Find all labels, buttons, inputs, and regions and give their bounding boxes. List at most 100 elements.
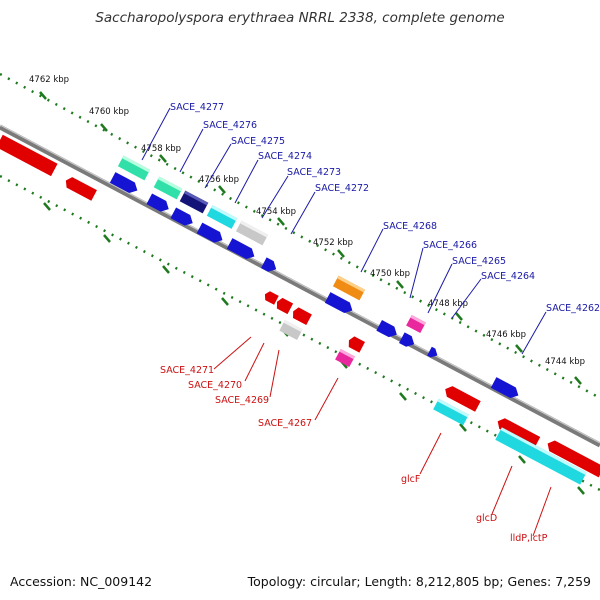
gene-arrow	[109, 172, 138, 194]
major-tick	[515, 344, 523, 353]
leader-line	[244, 342, 265, 382]
gene-arrow	[376, 320, 397, 338]
major-tick	[159, 154, 167, 163]
gene-glcd	[495, 427, 587, 485]
gene-label[interactable]: SACE_4265	[452, 256, 506, 267]
major-tick	[337, 249, 345, 258]
gene-label[interactable]: glcD	[476, 513, 497, 524]
kbp-label: 4762 kbp	[29, 75, 69, 85]
leader-line	[269, 349, 280, 398]
leader-line	[409, 247, 424, 299]
gene-sace-4273	[235, 220, 269, 246]
leader-line	[360, 228, 384, 273]
gene-arrow	[276, 297, 294, 315]
gene-red-left	[0, 134, 58, 177]
leader-line	[204, 143, 232, 189]
leader-line	[234, 159, 259, 204]
gene-sace-4274	[206, 205, 238, 229]
leader-line	[179, 128, 204, 173]
gene-label[interactable]: SACE_4274	[258, 151, 312, 162]
gene-label[interactable]: SACE_4267	[258, 418, 312, 429]
gene-sace-4266	[406, 314, 426, 334]
reverse-strand-genes	[0, 134, 600, 485]
gene-arrow	[293, 307, 312, 326]
major-tick	[162, 265, 170, 274]
gene-glcf	[433, 398, 469, 426]
forward-label-leaders	[141, 107, 547, 355]
gene-sace-4267	[335, 348, 355, 368]
blue-arrow-genes	[109, 172, 519, 399]
gene-label[interactable]: SACE_4262	[546, 303, 600, 314]
gene-arrow	[497, 418, 541, 448]
kbp-label: 4758 kbp	[141, 144, 181, 154]
gene-label[interactable]: SACE_4264	[481, 271, 535, 282]
leader-line	[451, 278, 482, 319]
gene-label[interactable]: SACE_4268	[383, 221, 437, 232]
gene-arrow	[348, 336, 365, 353]
kbp-label: 4752 kbp	[313, 238, 353, 248]
gene-arrow	[261, 257, 277, 272]
major-tick	[399, 392, 407, 401]
gene-sace-4277	[117, 155, 151, 181]
outer-tick-track	[0, 72, 600, 400]
gene-label[interactable]: lldP,lctP	[510, 533, 548, 544]
gene-sace-4268	[332, 275, 366, 301]
kbp-label: 4750 kbp	[370, 269, 410, 279]
gene-label[interactable]: SACE_4272	[315, 183, 369, 194]
leader-line	[419, 432, 442, 475]
gene-label[interactable]: SACE_4269	[215, 395, 269, 406]
gene-label[interactable]: SACE_4276	[203, 120, 257, 131]
gene-arrow	[146, 193, 169, 212]
major-tick	[396, 280, 404, 289]
gene-arrow	[264, 291, 279, 305]
leader-line	[290, 191, 316, 235]
kbp-label: 4744 kbp	[545, 357, 585, 367]
leader-line	[521, 311, 547, 355]
gene-label[interactable]: glcF	[401, 474, 420, 485]
major-tick	[103, 234, 111, 243]
gene-label[interactable]: SACE_4271	[160, 365, 214, 376]
gene-arrow	[196, 222, 223, 243]
kbp-label: 4756 kbp	[199, 175, 239, 185]
gene-arrow	[226, 238, 255, 260]
major-tick	[577, 486, 585, 495]
major-tick	[574, 376, 582, 385]
major-tick	[39, 91, 47, 100]
gene-sace-4276	[153, 176, 183, 200]
gene-sace-4269	[279, 320, 303, 340]
leader-line	[427, 263, 453, 314]
gene-label[interactable]: SACE_4275	[231, 136, 285, 147]
kbp-label: 4760 kbp	[89, 107, 129, 117]
gene-arrow	[399, 332, 415, 347]
accession-text: Accession: NC_009142	[10, 574, 153, 589]
leader-line	[491, 465, 513, 515]
leader-line	[314, 377, 339, 421]
genome-summary-text: Topology: circular; Length: 8,212,805 bp…	[247, 574, 591, 589]
gene-label[interactable]: SACE_4277	[170, 102, 224, 113]
major-tick	[455, 312, 463, 321]
major-tick	[218, 185, 226, 194]
kbp-label: 4748 kbp	[428, 299, 468, 309]
gene-arrow	[490, 377, 519, 399]
major-tick	[221, 297, 229, 306]
major-tick	[459, 423, 467, 432]
leader-line	[261, 175, 289, 219]
reverse-label-leaders	[213, 336, 552, 537]
map-title: Saccharopolyspora erythraea NRRL 2338, c…	[95, 10, 505, 26]
leader-line	[213, 336, 252, 370]
major-ticks-inner	[43, 202, 585, 495]
gene-label[interactable]: SACE_4270	[188, 380, 242, 391]
gene-label[interactable]: SACE_4273	[287, 167, 341, 178]
gene-red-left-2	[65, 177, 97, 201]
major-ticks	[39, 91, 582, 385]
major-tick	[518, 455, 526, 464]
major-tick	[100, 123, 108, 132]
kbp-label: 4746 kbp	[486, 330, 526, 340]
leader-line	[532, 486, 552, 537]
gene-arrow	[427, 346, 438, 358]
major-tick	[43, 202, 51, 211]
gene-arrow	[547, 440, 600, 478]
major-tick	[277, 217, 285, 226]
gene-label[interactable]: SACE_4266	[423, 240, 477, 251]
